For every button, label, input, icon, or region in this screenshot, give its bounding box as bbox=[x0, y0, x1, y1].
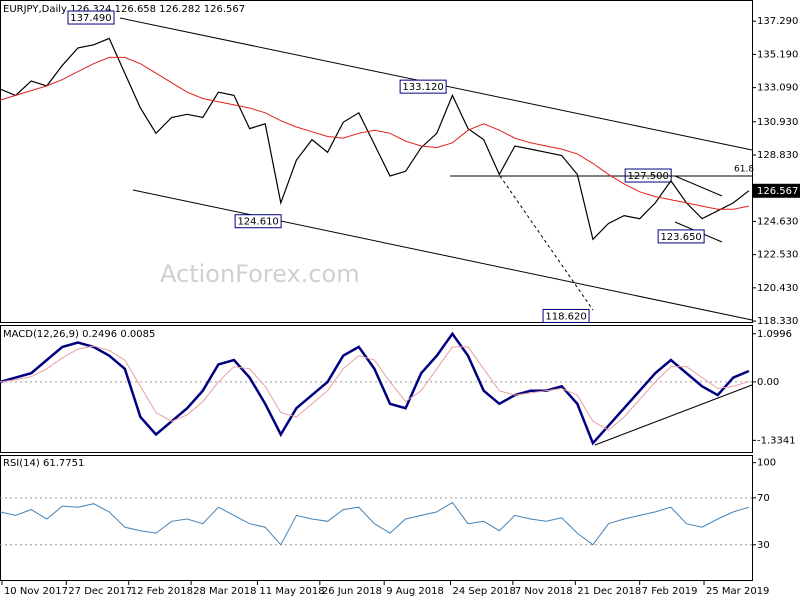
y-tick-label: 100 bbox=[757, 458, 776, 469]
macd-panel bbox=[0, 325, 753, 453]
series-line bbox=[0, 331, 750, 446]
annotation-label: 137.490 bbox=[70, 13, 111, 24]
close: 126.567 bbox=[204, 4, 245, 15]
annotation-box bbox=[67, 10, 115, 25]
x-tick-label: 28 Mar 2018 bbox=[193, 586, 256, 597]
x-tick-label: 25 Mar 2019 bbox=[706, 586, 769, 597]
y-tick-label: 0.00 bbox=[757, 377, 779, 388]
annotation-box bbox=[657, 229, 705, 244]
y-tick-label: 122.530 bbox=[757, 250, 798, 261]
x-tick-label: 12 Feb 2018 bbox=[131, 586, 193, 597]
annotation-label: 123.650 bbox=[660, 232, 701, 243]
x-tick-label: 26 Jun 2018 bbox=[322, 586, 382, 597]
y-tick-label: 30 bbox=[757, 540, 770, 551]
x-tick-label: 7 Nov 2018 bbox=[515, 586, 573, 597]
macd-title: MACD(12,26,9) bbox=[3, 329, 79, 340]
rsi-title: RSI(14) bbox=[3, 458, 40, 469]
open: 126.324 bbox=[70, 4, 111, 15]
x-tick-label: 21 Dec 2018 bbox=[577, 586, 641, 597]
symbol: EURJPY,Daily bbox=[3, 4, 67, 15]
series-line bbox=[0, 501, 750, 546]
x-tick-label: 10 Nov 2017 bbox=[4, 586, 68, 597]
y-tick-label: 133.090 bbox=[757, 83, 798, 94]
annotation-box bbox=[234, 214, 282, 229]
x-tick-label: 9 Aug 2018 bbox=[386, 586, 444, 597]
y-tick-label: 118.330 bbox=[757, 316, 798, 327]
macd-reading: 0.2496 bbox=[82, 329, 117, 340]
annotation-label: 124.610 bbox=[237, 217, 278, 228]
y-tick-label: 1.0996 bbox=[757, 329, 792, 340]
y-tick-label: -1.3341 bbox=[757, 435, 796, 446]
annotation-box bbox=[399, 79, 447, 94]
y-tick-label: 70 bbox=[757, 493, 770, 504]
price-header: EURJPY,Daily 126.324 126.658 126.282 126… bbox=[3, 4, 245, 15]
macd-trendline bbox=[594, 384, 753, 446]
x-tick-label: 24 Sep 2018 bbox=[452, 586, 515, 597]
rsi-panel bbox=[0, 455, 753, 581]
series-line bbox=[0, 37, 750, 241]
y-tick-label: 130.930 bbox=[757, 117, 798, 128]
wedge-line bbox=[674, 175, 723, 197]
annotation-label: 133.120 bbox=[402, 82, 443, 93]
y-tick-label: 137.290 bbox=[757, 16, 798, 27]
high: 126.658 bbox=[115, 4, 156, 15]
annotation-box bbox=[542, 308, 590, 323]
price-panel bbox=[0, 0, 753, 323]
y-tick-label: 135.190 bbox=[757, 49, 798, 60]
low: 126.282 bbox=[159, 4, 200, 15]
x-tick-label: 7 Feb 2019 bbox=[642, 586, 698, 597]
channel-line bbox=[132, 189, 753, 321]
series-line bbox=[0, 345, 750, 431]
macd-header: MACD(12,26,9) 0.2496 0.0085 bbox=[3, 329, 155, 340]
series-line bbox=[0, 56, 749, 210]
rsi-reading: 61.7751 bbox=[43, 458, 84, 469]
watermark: ActionForex.com bbox=[160, 260, 360, 288]
y-tick-label: 120.430 bbox=[757, 283, 798, 294]
last-price-box bbox=[752, 183, 800, 198]
last-price-label: 126.567 bbox=[757, 186, 798, 197]
y-tick-label: 124.630 bbox=[757, 216, 798, 227]
rsi-header: RSI(14) 61.7751 bbox=[3, 458, 84, 469]
x-tick-label: 11 May 2018 bbox=[259, 586, 324, 597]
x-tick-label: 27 Dec 2017 bbox=[68, 586, 132, 597]
y-tick-label: 128.830 bbox=[757, 150, 798, 161]
signal-reading: 0.0085 bbox=[120, 329, 155, 340]
fib-label: 61.8 bbox=[734, 165, 754, 175]
annotation-label: 118.620 bbox=[545, 311, 586, 322]
